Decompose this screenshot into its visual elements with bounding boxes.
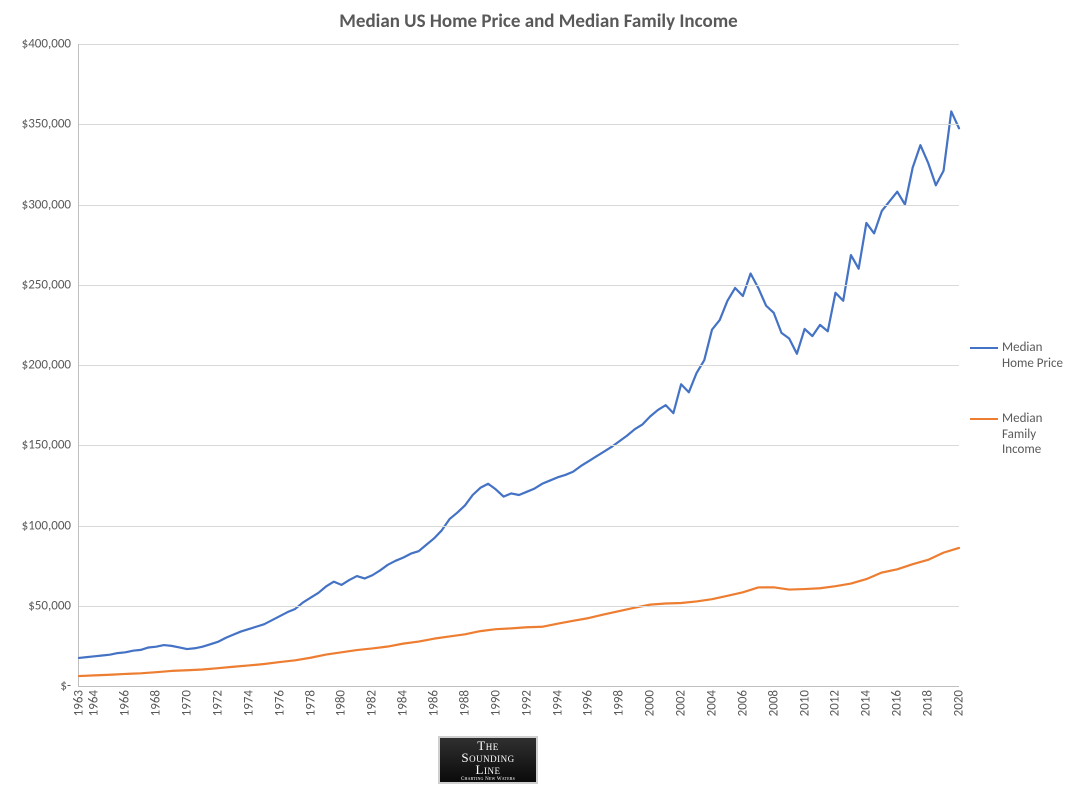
legend-swatch xyxy=(970,418,998,420)
x-tick-label: 1966 xyxy=(118,686,133,716)
gridline xyxy=(79,445,959,446)
x-tick-label: 1992 xyxy=(519,686,534,716)
gridline xyxy=(79,365,959,366)
legend-label: Median Home Price xyxy=(1002,340,1072,371)
x-tick-label: 1976 xyxy=(272,686,287,716)
legend-label: Median Family Income xyxy=(1002,411,1072,458)
x-tick-label: 1990 xyxy=(488,686,503,716)
y-tick-label: $100,000 xyxy=(22,518,79,533)
x-tick-label: 1982 xyxy=(365,686,380,716)
gridline xyxy=(79,124,959,125)
x-tick-label: 1988 xyxy=(457,686,472,716)
gridline xyxy=(79,606,959,607)
legend-entry: Median Family Income xyxy=(970,411,1072,458)
x-tick-label: 2014 xyxy=(859,686,874,716)
chart-container: Median US Home Price and Median Family I… xyxy=(0,0,1077,801)
x-tick-label: 2010 xyxy=(797,686,812,716)
x-tick-label: 2012 xyxy=(828,686,843,716)
x-tick-label: 2020 xyxy=(952,686,967,716)
y-tick-label: $300,000 xyxy=(22,197,79,212)
x-tick-label: 2006 xyxy=(735,686,750,716)
plot-area: $-$50,000$100,000$150,000$200,000$250,00… xyxy=(78,44,959,687)
x-tick-label: 2004 xyxy=(704,686,719,716)
x-tick-label: 1968 xyxy=(149,686,164,716)
x-tick-label: 1984 xyxy=(396,686,411,716)
legend-swatch xyxy=(970,347,998,349)
y-tick-label: $200,000 xyxy=(22,358,79,373)
x-tick-label: 2002 xyxy=(674,686,689,716)
series-median-family-income xyxy=(79,548,959,676)
x-tick-label: 1998 xyxy=(612,686,627,716)
gridline xyxy=(79,285,959,286)
x-tick-label: 1963 xyxy=(72,686,87,716)
x-tick-label: 1978 xyxy=(303,686,318,716)
x-tick-label: 1970 xyxy=(180,686,195,716)
gridline xyxy=(79,44,959,45)
y-tick-label: $250,000 xyxy=(22,277,79,292)
gridline xyxy=(79,526,959,527)
y-tick-label: $150,000 xyxy=(22,438,79,453)
x-tick-label: 2000 xyxy=(643,686,658,716)
legend-entry: Median Home Price xyxy=(970,340,1072,371)
gridline xyxy=(79,205,959,206)
legend: Median Home Price Median Family Income xyxy=(970,340,1072,498)
y-tick-label: $350,000 xyxy=(22,117,79,132)
x-tick-label: 1974 xyxy=(241,686,256,716)
y-tick-label: $50,000 xyxy=(28,598,79,613)
x-tick-label: 2016 xyxy=(890,686,905,716)
x-tick-label: 1980 xyxy=(334,686,349,716)
x-tick-label: 1996 xyxy=(581,686,596,716)
watermark-sounding-line: The Sounding Line Charting New Waters xyxy=(438,736,538,784)
x-tick-label: 2018 xyxy=(921,686,936,716)
y-tick-label: $400,000 xyxy=(22,37,79,52)
x-tick-label: 1986 xyxy=(427,686,442,716)
watermark-tagline: Charting New Waters xyxy=(440,776,536,784)
x-tick-label: 2008 xyxy=(766,686,781,716)
x-tick-label: 1964 xyxy=(87,686,102,716)
x-tick-label: 1972 xyxy=(210,686,225,716)
watermark-line3: Line xyxy=(440,764,536,776)
series-median-home-price xyxy=(79,111,959,658)
x-tick-label: 1994 xyxy=(550,686,565,716)
chart-title: Median US Home Price and Median Family I… xyxy=(0,10,1077,33)
